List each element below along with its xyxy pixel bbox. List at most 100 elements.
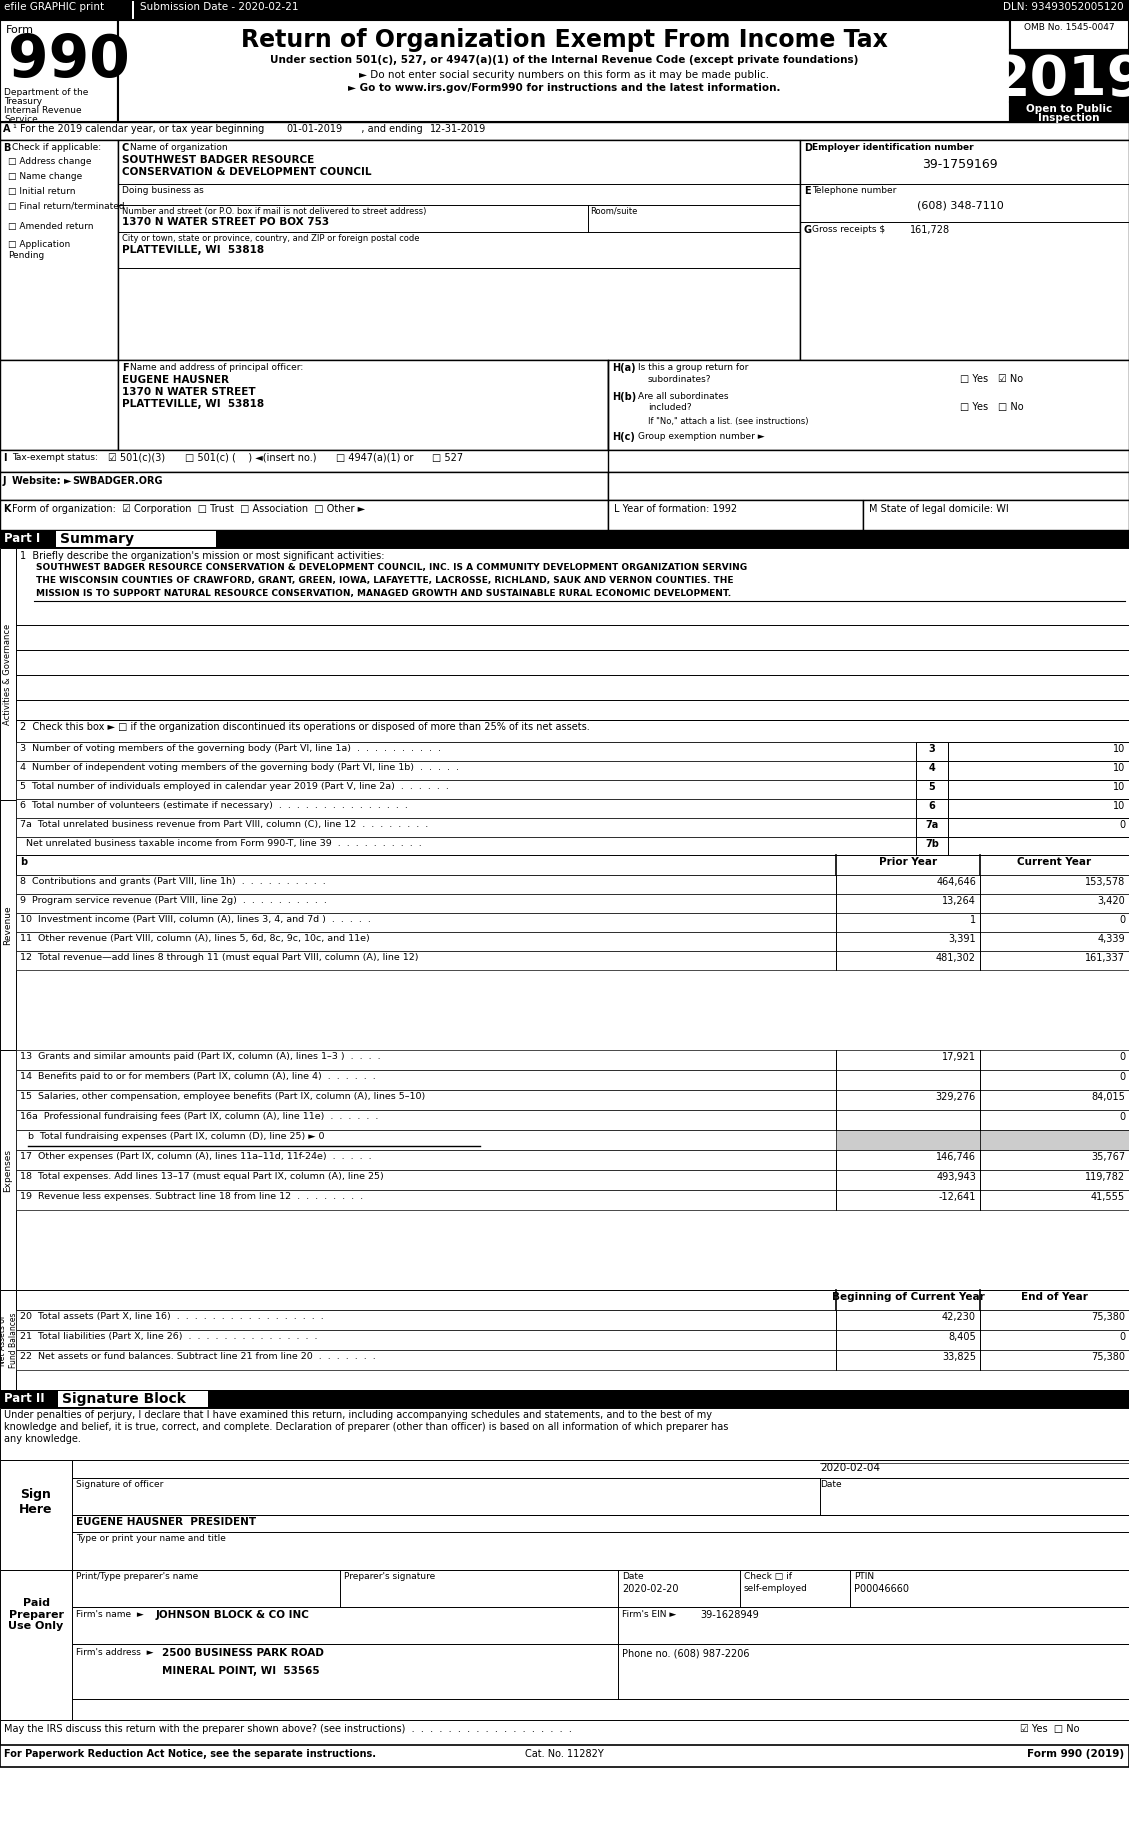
Bar <box>1010 20 1129 49</box>
Text: Beginning of Current Year: Beginning of Current Year <box>832 1292 984 1303</box>
Bar <box>0 1569 72 1719</box>
Text: □ Yes: □ Yes <box>960 402 988 413</box>
Text: Pending: Pending <box>8 250 44 259</box>
Bar <box>0 122 1129 141</box>
Text: 8,405: 8,405 <box>948 1332 975 1343</box>
Bar <box>119 141 800 360</box>
Text: Is this a group return for: Is this a group return for <box>638 364 749 373</box>
Text: For Paperwork Reduction Act Notice, see the separate instructions.: For Paperwork Reduction Act Notice, see … <box>5 1748 376 1759</box>
Bar <box>16 837 1129 857</box>
Text: Form: Form <box>6 26 34 35</box>
Text: 5: 5 <box>929 782 935 791</box>
Text: -12,641: -12,641 <box>938 1191 975 1202</box>
Text: SOUTHWEST BADGER RESOURCE CONSERVATION & DEVELOPMENT COUNCIL, INC. IS A COMMUNIT: SOUTHWEST BADGER RESOURCE CONSERVATION &… <box>36 563 747 572</box>
Text: Service: Service <box>5 115 37 124</box>
Text: Doing business as: Doing business as <box>122 186 203 195</box>
Bar <box>0 449 1129 471</box>
Text: 6  Total number of volunteers (estimate if necessary)  .  .  .  .  .  .  .  .  .: 6 Total number of volunteers (estimate i… <box>20 800 408 809</box>
Text: 17,921: 17,921 <box>942 1052 975 1061</box>
Text: J: J <box>3 477 7 486</box>
Text: 15  Salaries, other compensation, employee benefits (Part IX, column (A), lines : 15 Salaries, other compensation, employe… <box>20 1093 426 1102</box>
Text: 10: 10 <box>1113 744 1124 755</box>
Text: □ 4947(a)(1) or: □ 4947(a)(1) or <box>336 453 413 462</box>
Text: 20  Total assets (Part X, line 16)  .  .  .  .  .  .  .  .  .  .  .  .  .  .  . : 20 Total assets (Part X, line 16) . . . … <box>20 1312 324 1321</box>
Bar <box>16 1051 1129 1071</box>
Text: CONSERVATION & DEVELOPMENT COUNCIL: CONSERVATION & DEVELOPMENT COUNCIL <box>122 166 371 177</box>
Text: 2019: 2019 <box>991 53 1129 108</box>
Text: 1: 1 <box>970 915 975 924</box>
Bar <box>0 20 119 122</box>
Bar <box>609 501 863 530</box>
Text: ☑ No: ☑ No <box>998 375 1023 384</box>
Text: Form 990 (2019): Form 990 (2019) <box>1027 1748 1124 1759</box>
Text: EUGENE HAUSNER  PRESIDENT: EUGENE HAUSNER PRESIDENT <box>76 1516 256 1527</box>
Text: I: I <box>3 453 7 462</box>
Bar <box>16 798 1129 818</box>
Text: If "No," attach a list. (see instructions): If "No," attach a list. (see instruction… <box>648 417 808 426</box>
Text: 0: 0 <box>1119 1052 1124 1061</box>
Text: Prior Year: Prior Year <box>879 857 937 868</box>
Text: Phone no. (608) 987-2206: Phone no. (608) 987-2206 <box>622 1648 750 1657</box>
Text: Group exemption number ►: Group exemption number ► <box>638 431 764 440</box>
Text: H(c): H(c) <box>612 431 634 442</box>
Text: □ 527: □ 527 <box>432 453 463 462</box>
Text: M State of legal domicile: WI: M State of legal domicile: WI <box>869 504 1008 513</box>
Bar <box>16 1310 1129 1330</box>
Bar <box>948 837 1129 857</box>
Text: Form of organization:  ☑ Corporation  □ Trust  □ Association  □ Other ►: Form of organization: ☑ Corporation □ Tr… <box>12 504 365 513</box>
Bar <box>0 800 16 1051</box>
Bar <box>0 1290 16 1390</box>
Text: Under penalties of perjury, I declare that I have examined this return, includin: Under penalties of perjury, I declare th… <box>5 1410 712 1420</box>
Text: 2020-02-20: 2020-02-20 <box>622 1584 679 1593</box>
Bar <box>916 780 948 798</box>
Text: E: E <box>804 186 811 195</box>
Bar <box>0 1390 1129 1409</box>
Text: SWBADGER.ORG: SWBADGER.ORG <box>72 477 163 486</box>
Text: End of Year: End of Year <box>1021 1292 1087 1303</box>
Text: 33,825: 33,825 <box>942 1352 975 1361</box>
Text: 2020-02-04: 2020-02-04 <box>820 1463 879 1473</box>
Text: Date: Date <box>820 1480 841 1489</box>
Text: Type or print your name and title: Type or print your name and title <box>76 1535 226 1544</box>
Text: 9  Program service revenue (Part VIII, line 2g)  .  .  .  .  .  .  .  .  .  .: 9 Program service revenue (Part VIII, li… <box>20 895 327 904</box>
Bar <box>0 530 1129 548</box>
Text: 161,337: 161,337 <box>1085 954 1124 963</box>
Text: Employer identification number: Employer identification number <box>812 143 973 152</box>
Bar <box>948 818 1129 837</box>
Text: Telephone number: Telephone number <box>812 186 896 195</box>
Text: 153,578: 153,578 <box>1085 877 1124 886</box>
Text: Inspection: Inspection <box>1039 113 1100 122</box>
Text: 5  Total number of individuals employed in calendar year 2019 (Part V, line 2a) : 5 Total number of individuals employed i… <box>20 782 449 791</box>
Text: 01-01-2019: 01-01-2019 <box>286 124 342 133</box>
Text: 19  Revenue less expenses. Subtract line 18 from line 12  .  .  .  .  .  .  .  .: 19 Revenue less expenses. Subtract line … <box>20 1191 364 1200</box>
Text: H(b): H(b) <box>612 393 637 402</box>
Text: 4,339: 4,339 <box>1097 934 1124 945</box>
Text: Preparer's signature: Preparer's signature <box>344 1571 436 1580</box>
Text: Gross receipts $: Gross receipts $ <box>812 225 885 234</box>
Bar <box>916 762 948 780</box>
Text: DLN: 93493052005120: DLN: 93493052005120 <box>1004 2 1124 13</box>
Bar <box>16 780 1129 798</box>
Text: 11  Other revenue (Part VIII, column (A), lines 5, 6d, 8c, 9c, 10c, and 11e): 11 Other revenue (Part VIII, column (A),… <box>20 934 370 943</box>
Text: Tax-exempt status:: Tax-exempt status: <box>12 453 98 462</box>
Text: (608) 348-7110: (608) 348-7110 <box>917 199 1004 210</box>
Bar <box>72 1569 1129 1608</box>
Text: B: B <box>3 143 10 153</box>
Text: JOHNSON BLOCK & CO INC: JOHNSON BLOCK & CO INC <box>156 1610 309 1621</box>
Bar <box>16 720 1129 742</box>
Text: □ Amended return: □ Amended return <box>8 223 94 230</box>
Text: G: G <box>804 225 812 236</box>
Text: 0: 0 <box>1119 1072 1124 1082</box>
Text: May the IRS discuss this return with the preparer shown above? (see instructions: May the IRS discuss this return with the… <box>5 1725 572 1734</box>
Text: Part II: Part II <box>5 1392 45 1405</box>
Text: knowledge and belief, it is true, correct, and complete. Declaration of preparer: knowledge and belief, it is true, correc… <box>5 1421 728 1432</box>
Bar <box>16 742 1129 762</box>
Text: □ 501(c) (    ) ◄(insert no.): □ 501(c) ( ) ◄(insert no.) <box>185 453 316 462</box>
Bar <box>835 1131 980 1149</box>
Text: 7b: 7b <box>925 839 939 850</box>
Text: Submission Date - 2020-02-21: Submission Date - 2020-02-21 <box>140 2 298 13</box>
Text: L Year of formation: 1992: L Year of formation: 1992 <box>614 504 737 513</box>
Text: Revenue: Revenue <box>3 904 12 945</box>
Text: PLATTEVILLE, WI  53818: PLATTEVILLE, WI 53818 <box>122 398 264 409</box>
Text: 4: 4 <box>929 764 935 773</box>
